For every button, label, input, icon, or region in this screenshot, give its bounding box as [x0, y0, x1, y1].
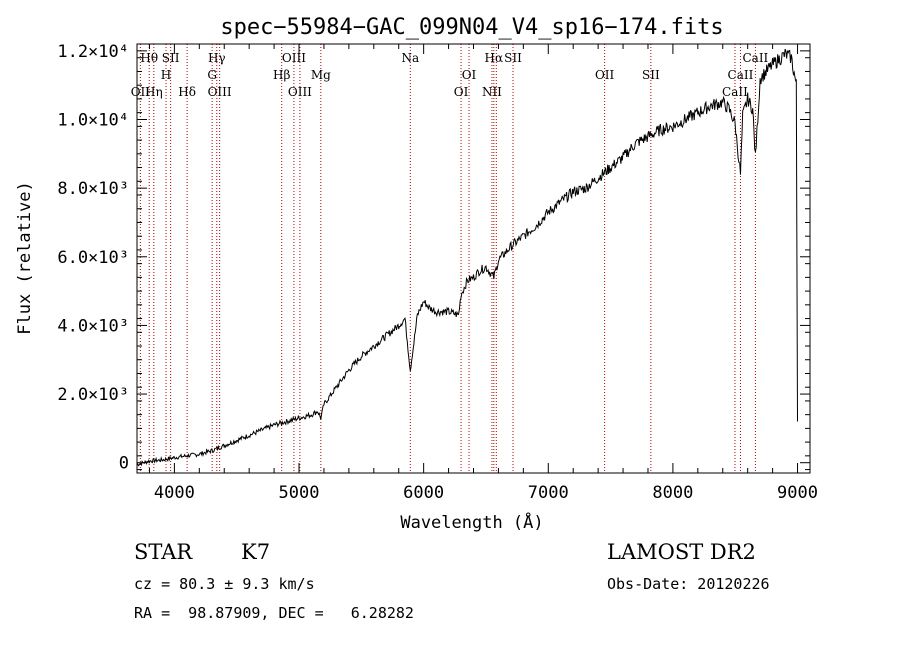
spectral-line-label: CaII — [722, 85, 748, 99]
spectrum-series-line — [136, 48, 798, 467]
plot-frame — [136, 43, 811, 474]
spectral-line-label: SII — [642, 68, 660, 82]
spectral-line-label: G — [207, 68, 217, 82]
spectral-line-labels: HθOIIHηHSIIHδGHγOIIIHβOIIIOIIIMgNaOIOINI… — [131, 51, 769, 99]
y-tick-label: 1.0×10⁴ — [57, 111, 129, 131]
object-subclass: K7 — [241, 540, 271, 564]
spectral-line-label: OII — [595, 68, 615, 82]
spectral-line-label: Hδ — [178, 85, 196, 99]
spectral-line-label: CaII — [742, 51, 768, 65]
spectral-line-label: Hη — [145, 85, 163, 99]
spectral-line-label: SII — [162, 51, 180, 65]
y-tick-label: 2.0×10³ — [57, 385, 129, 405]
spectral-line-label: OIII — [288, 85, 312, 99]
spectral-line-label: Hθ — [140, 51, 158, 65]
spectral-line-label: OIII — [282, 51, 306, 65]
spectral-line-label: Mg — [311, 68, 331, 82]
y-tick-label: 1.2×10⁴ — [57, 42, 129, 62]
y-tick-label: 4.0×10³ — [57, 316, 129, 336]
spectral-line-label: H — [161, 68, 171, 82]
x-tick-label: 5000 — [279, 483, 320, 503]
spectral-line-label: Hγ — [208, 51, 226, 65]
y-tick-label: 8.0×10³ — [57, 179, 129, 199]
x-axis-label: Wavelength (Å) — [400, 511, 543, 533]
spectral-line-label: OI — [454, 85, 469, 99]
spectral-line-label: OI — [462, 68, 477, 82]
x-tick-label: 7000 — [528, 483, 569, 503]
ra-dec-coordinates: RA = 98.87909, DEC = 6.28282 — [134, 604, 414, 622]
spectral-line-label: Hβ — [273, 68, 290, 82]
spectral-line-label: Na — [401, 51, 419, 65]
spectral-line-label: OII — [131, 85, 151, 99]
y-tick-label: 0 — [119, 454, 129, 474]
x-tick-label: 9000 — [777, 483, 818, 503]
object-class: STAR — [134, 540, 193, 564]
spectral-line-label: Hα — [485, 51, 504, 65]
spectral-line-label: SII — [504, 51, 522, 65]
chart-title: spec−55984−GAC_099N04_V4_sp16−174.fits — [220, 15, 723, 40]
spectral-line-label: OIII — [208, 85, 232, 99]
x-tick-label: 4000 — [154, 483, 195, 503]
x-tick-label: 6000 — [403, 483, 444, 503]
y-axis-label: Flux (relative) — [15, 181, 35, 335]
y-axis-ticks: 0 2.0×10³ 4.0×10³ 6.0×10³ 8.0×10³ 1.0×10⁴ 1.2×… — [57, 42, 810, 474]
redshift-cz: cz = 80.3 ± 9.3 km/s — [134, 575, 315, 593]
x-tick-label: 8000 — [652, 483, 693, 503]
x-axis-ticks: 4000 5000 6000 7000 8000 9000 — [148, 44, 818, 503]
observation-date: Obs-Date: 20120226 — [607, 575, 770, 593]
spectral-line-label: NII — [482, 85, 502, 99]
survey-name: LAMOST DR2 — [607, 540, 756, 564]
y-tick-label: 6.0×10³ — [57, 248, 129, 268]
spectral-line-label: CaII — [728, 68, 754, 82]
spectral-line-markers — [139, 44, 756, 473]
